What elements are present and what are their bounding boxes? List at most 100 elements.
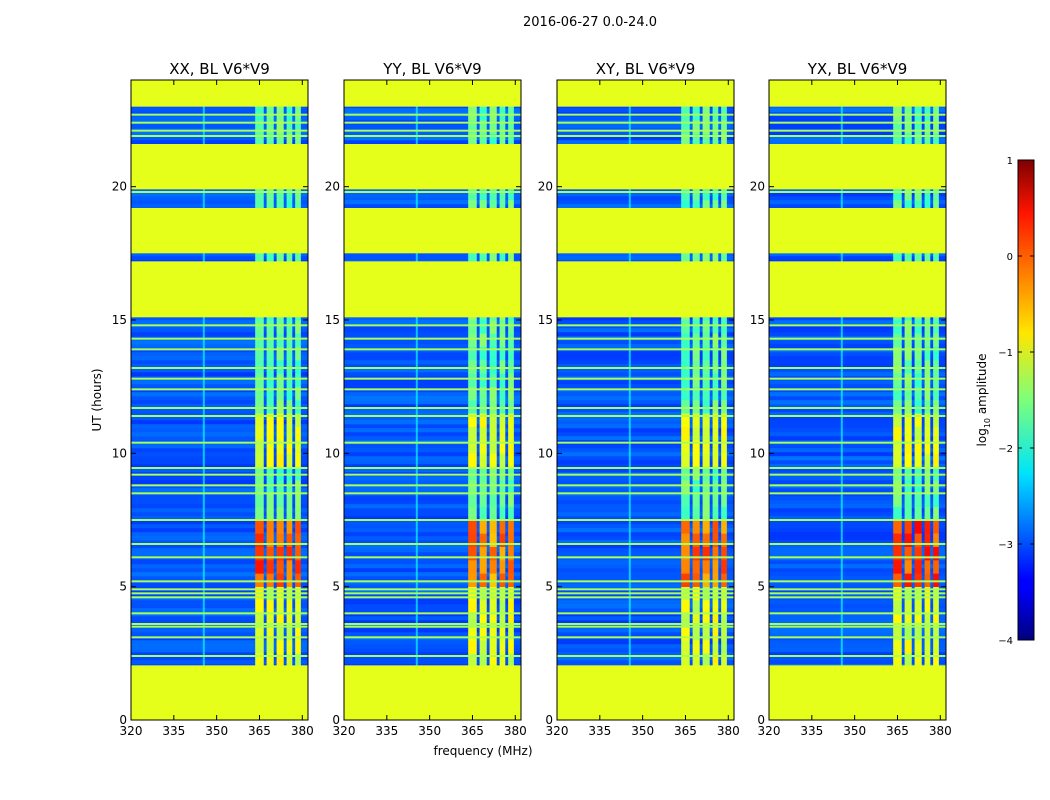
rfi-band-cell xyxy=(933,546,939,561)
rfi-band-cell xyxy=(489,253,497,267)
rfi-band-cell xyxy=(479,426,487,441)
flagged-time-range xyxy=(131,144,308,190)
rfi-band-cell xyxy=(479,440,487,454)
heatmap-noise-row xyxy=(344,196,521,201)
heatmap-noise-row xyxy=(557,364,734,369)
rfi-band-cell xyxy=(712,533,719,547)
rfi-band-cell xyxy=(508,346,514,361)
rfi-band-cell xyxy=(702,653,710,667)
rfi-band-cell xyxy=(295,186,301,201)
rfi-band-cell xyxy=(286,653,293,667)
flag-line xyxy=(557,191,734,193)
flag-line xyxy=(769,407,946,409)
rfi-band-cell xyxy=(276,200,284,214)
rfi-band-cell xyxy=(924,453,931,467)
flagged-time-range xyxy=(131,80,308,107)
heatmap-noise-row xyxy=(131,444,308,449)
rfi-band-cell xyxy=(479,533,487,547)
flag-line xyxy=(131,473,308,476)
rfi-band-cell xyxy=(924,320,931,334)
rfi-band-cell xyxy=(266,520,274,534)
rfi-band-cell xyxy=(266,320,274,334)
rfi-band-cell xyxy=(489,333,497,347)
rfi-band-cell xyxy=(276,133,284,147)
flag-line xyxy=(769,367,946,369)
x-tick-label: 365 xyxy=(886,724,909,738)
rfi-band-cell xyxy=(712,653,719,667)
heatmap-noise-row xyxy=(557,536,734,541)
heatmap-noise-row xyxy=(131,564,308,569)
flag-line xyxy=(557,588,734,591)
heatmap-noise-row xyxy=(344,428,521,433)
y-tick-label: 0 xyxy=(119,713,127,727)
heatmap-noise-row xyxy=(557,368,734,373)
rfi-band-cell xyxy=(904,386,912,401)
rfi-band-cell xyxy=(904,426,912,441)
rfi-band-cell xyxy=(508,320,514,334)
rfi-band-cell xyxy=(468,373,477,387)
rfi-band-cell xyxy=(499,613,506,627)
colorbar-tick-label: −2 xyxy=(998,444,1013,455)
flag-line xyxy=(769,519,946,521)
heatmap-noise-row xyxy=(769,644,946,649)
rfi-band-cell xyxy=(286,200,293,214)
rfi-band-cell xyxy=(276,333,284,347)
rfi-band-cell xyxy=(924,200,931,214)
rfi-band-cell xyxy=(255,466,264,481)
heatmap-noise-row xyxy=(769,512,946,517)
rfi-band-cell xyxy=(721,333,727,347)
rfi-band-cell xyxy=(692,466,700,481)
flag-line xyxy=(557,636,734,639)
heatmap-noise-row xyxy=(344,608,521,613)
rfi-band-cell xyxy=(681,200,690,214)
flag-line xyxy=(557,121,734,124)
rfi-band-cell xyxy=(468,480,477,494)
rfi-band-cell xyxy=(924,400,931,414)
rfi-band-cell xyxy=(286,546,293,561)
heatmap-noise-row xyxy=(769,456,946,461)
rfi-band-cell xyxy=(468,200,477,214)
rfi-band-cell xyxy=(914,626,922,641)
heatmap-noise-row xyxy=(131,428,308,433)
rfi-band-cell xyxy=(295,626,301,641)
rfi-band-cell xyxy=(721,466,727,481)
rfi-band-cell xyxy=(479,320,487,334)
y-tick-label: 0 xyxy=(757,713,765,727)
rfi-band-cell xyxy=(266,413,274,427)
rfi-narrow-channel xyxy=(628,80,631,720)
rfi-band-cell xyxy=(721,253,727,267)
rfi-band-cell xyxy=(893,400,902,414)
heatmap-noise-row xyxy=(131,536,308,541)
heatmap-noise-row xyxy=(769,392,946,397)
rfi-band-cell xyxy=(255,626,264,641)
rfi-band-cell xyxy=(721,400,727,414)
heatmap-noise-row xyxy=(557,344,734,349)
heatmap-noise-row xyxy=(769,368,946,373)
rfi-band-cell xyxy=(468,640,477,654)
rfi-band-cell xyxy=(276,360,284,374)
x-tick-label: 350 xyxy=(205,724,228,738)
flag-line xyxy=(557,348,734,351)
rfi-band-cell xyxy=(914,186,922,201)
rfi-band-cell xyxy=(286,640,293,654)
heatmap-noise-row xyxy=(131,604,308,609)
heatmap-noise-row xyxy=(131,320,308,325)
rfi-band-cell xyxy=(295,453,301,467)
rfi-band-cell xyxy=(712,573,719,587)
rfi-band-cell xyxy=(266,533,274,547)
heatmap-noise-row xyxy=(344,460,521,465)
y-tick-label: 15 xyxy=(325,313,340,327)
rfi-band-cell xyxy=(295,386,301,401)
rfi-band-cell xyxy=(266,200,274,214)
flag-line xyxy=(344,655,521,657)
rfi-band-cell xyxy=(681,493,690,507)
heatmap-noise-row xyxy=(344,656,521,661)
heatmap-noise-row xyxy=(131,616,308,621)
rfi-band-cell xyxy=(721,626,727,641)
flag-line xyxy=(769,580,946,583)
flag-line xyxy=(769,484,946,487)
heatmap-noise-row xyxy=(557,660,734,665)
rfi-band-cell xyxy=(508,480,514,494)
heatmap-noise-row xyxy=(769,572,946,577)
